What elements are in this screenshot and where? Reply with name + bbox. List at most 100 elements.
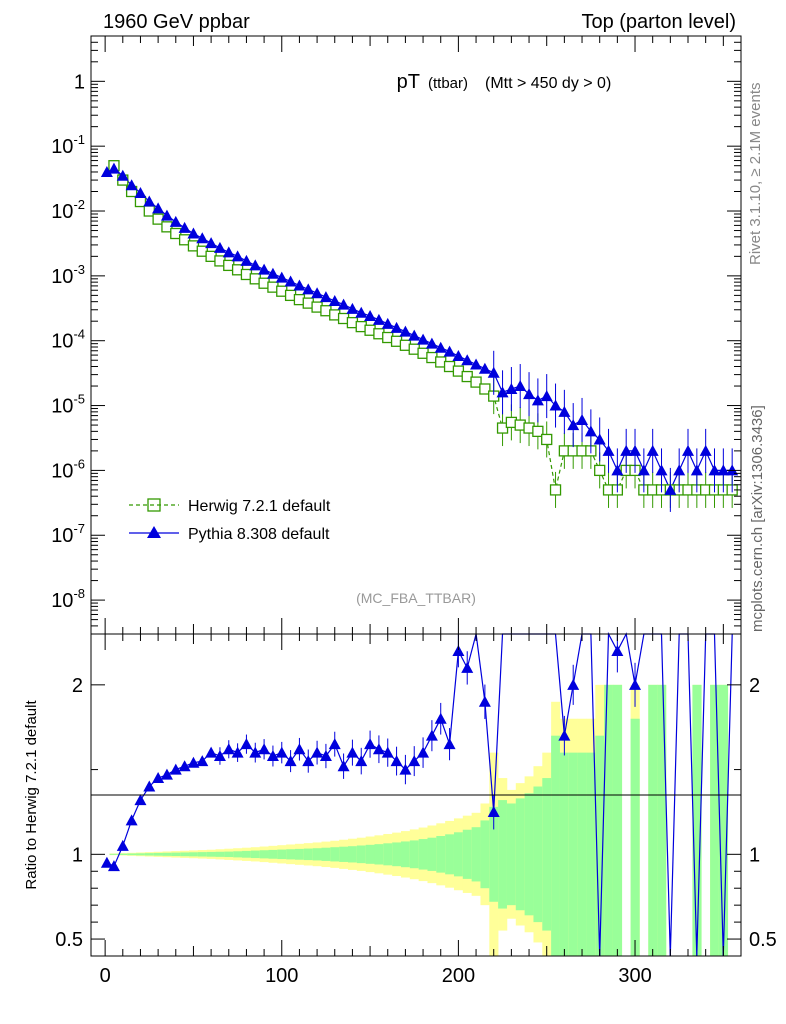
ratio-point — [346, 746, 359, 758]
pythia-point — [302, 283, 315, 295]
ratio-band-inner — [515, 798, 525, 911]
main-ytick-label: 10-2 — [51, 197, 85, 223]
pythia-point — [249, 259, 262, 271]
ratio-ylabel: Ratio to Herwig 7.2.1 default — [23, 700, 40, 890]
pythia-point — [187, 227, 200, 239]
pythia-point — [717, 464, 730, 476]
pythia-point — [425, 337, 438, 349]
rivet-label: Rivet 3.1.10, ≥ 2.1M events — [747, 83, 764, 266]
ratio-band-inner — [710, 684, 720, 956]
main-ytick-label: 10-1 — [51, 132, 85, 158]
pythia-point — [372, 313, 385, 325]
ratio-point — [187, 756, 200, 768]
ratio-band-inner — [374, 844, 384, 865]
ratio-band-inner — [206, 851, 216, 857]
ratio-point — [478, 695, 491, 707]
pythia-point — [134, 186, 147, 198]
ratio-ytick-label-right: 0.5 — [749, 929, 777, 951]
pythia-line — [106, 167, 733, 492]
pythia-point — [576, 413, 589, 425]
ratio-band-inner — [233, 851, 243, 858]
pythia-point — [328, 294, 341, 306]
ratio-xtick-label: 0 — [100, 965, 111, 987]
pythia-point — [258, 263, 271, 275]
ratio-point — [311, 746, 324, 758]
ratio-band-inner — [392, 842, 402, 867]
ratio-point — [355, 755, 368, 767]
ratio-band-inner — [383, 843, 393, 866]
main-ytick-label: 10-3 — [51, 262, 85, 288]
herwig-point — [532, 425, 544, 438]
ratio-band-inner — [524, 793, 534, 916]
main-ytick-label: 10-7 — [51, 521, 85, 547]
herwig-point — [541, 433, 553, 446]
main-ytick-label: 10-8 — [51, 586, 85, 612]
ratio-point — [125, 814, 138, 826]
ratio-band-inner — [118, 853, 128, 855]
pythia-point — [205, 237, 218, 249]
pythia-point — [152, 202, 165, 214]
ratio-point — [434, 712, 447, 724]
ratio-point — [178, 760, 191, 772]
ratio-band-inner — [595, 735, 605, 956]
ratio-point — [100, 856, 113, 868]
pythia-point — [443, 345, 456, 357]
ratio-point — [461, 661, 474, 673]
ratio-band-inner — [171, 852, 181, 857]
pythia-point — [337, 298, 350, 310]
pythia-point — [222, 246, 235, 258]
pythia-point — [100, 165, 113, 177]
ratio-point — [258, 743, 271, 755]
pythia-point — [567, 419, 580, 431]
ratio-band-inner — [144, 853, 155, 856]
ratio-band-inner — [462, 829, 472, 879]
ratio-point — [266, 750, 279, 762]
ratio-band-inner — [286, 849, 296, 860]
pythia-point — [664, 483, 677, 495]
ratio-band-inner — [400, 841, 411, 868]
pythia-point — [514, 380, 527, 392]
ratio-xtick-label: 300 — [618, 965, 651, 987]
ratio-band-inner — [321, 847, 331, 861]
ratio-point — [319, 750, 332, 762]
ratio-band-inner — [180, 852, 190, 857]
ratio-band-inner — [136, 853, 146, 856]
pythia-point — [381, 317, 394, 329]
pythia-point — [708, 464, 721, 476]
ratio-band-inner — [409, 840, 419, 869]
ratio-band-inner — [109, 853, 119, 855]
ratio-point — [408, 755, 421, 767]
ratio-point — [249, 746, 262, 758]
pythia-point — [284, 275, 297, 287]
ratio-point — [364, 738, 377, 750]
pythia-point — [478, 362, 491, 374]
pythia-point — [646, 444, 659, 456]
pythia-point — [523, 388, 536, 400]
pythia-point — [178, 221, 191, 233]
pythia-point — [629, 444, 642, 456]
ratio-band-inner — [162, 852, 172, 856]
legend-pythia-label: Pythia 8.308 default — [188, 526, 330, 543]
ratio-band-inner — [498, 800, 508, 909]
herwig-point — [479, 383, 491, 395]
watermark: (MC_FBA_TTBAR) — [356, 590, 476, 606]
ratio-band-inner — [480, 820, 490, 889]
ratio-point — [213, 750, 226, 762]
ratio-band-inner — [586, 752, 596, 956]
pythia-point — [240, 254, 253, 266]
pythia-point — [505, 383, 518, 395]
ratio-band-inner — [268, 849, 278, 859]
ratio-point — [231, 746, 244, 758]
ratio-ytick-label-right: 2 — [749, 675, 760, 697]
pythia-point — [160, 209, 173, 221]
ratio-panel: 0.5 0.5 1 1 2 2 0 100 200 300 Ratio to Herwig 7.2… — [23, 631, 777, 987]
ratio-band-inner — [242, 850, 252, 858]
pythia-point — [143, 195, 156, 207]
pythia-point — [690, 464, 703, 476]
pythia-point — [231, 250, 244, 262]
herwig-point — [470, 376, 482, 388]
ratio-point — [399, 763, 412, 775]
ratio-point — [169, 763, 182, 775]
herwig-line — [113, 165, 733, 491]
